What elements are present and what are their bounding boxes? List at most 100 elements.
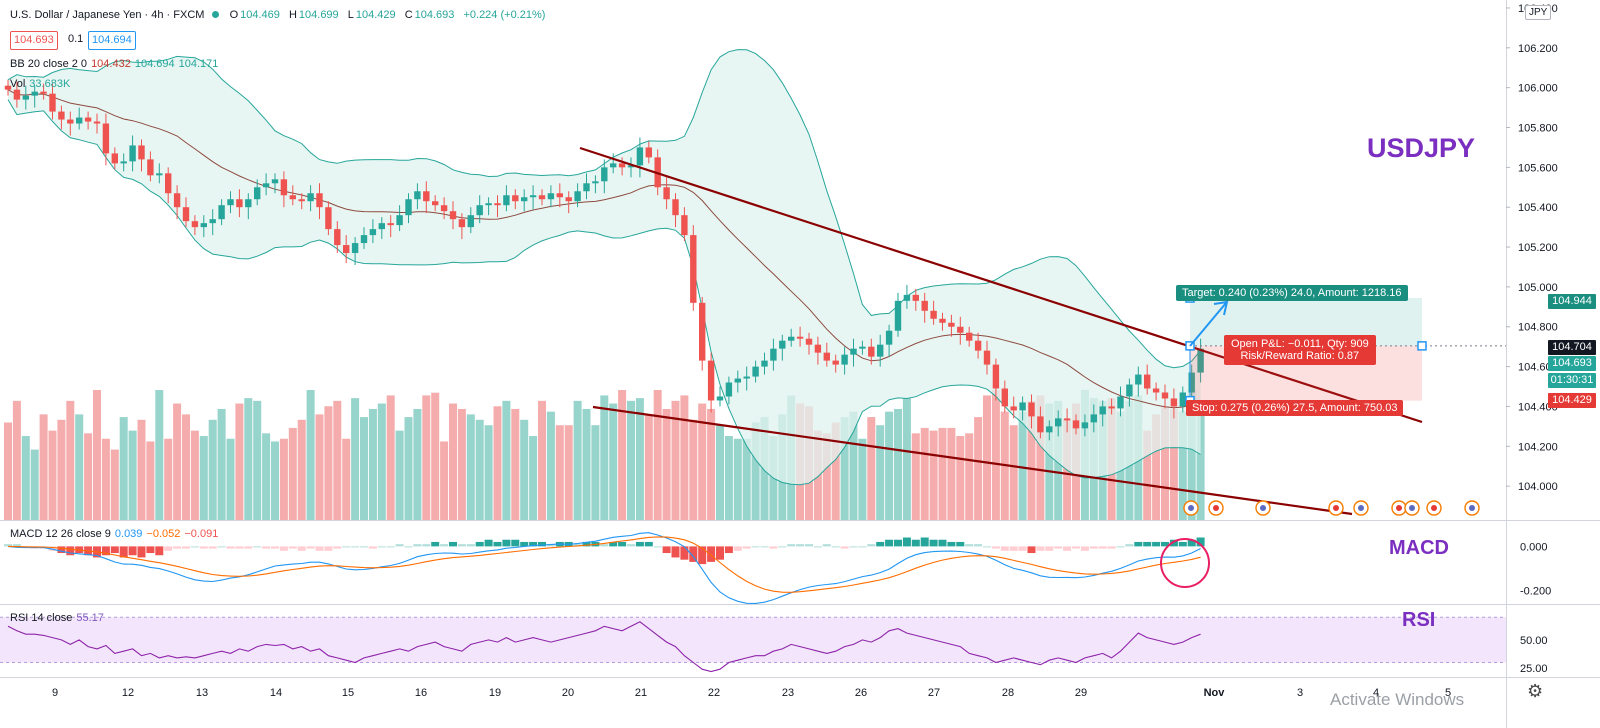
candle-body bbox=[903, 294, 911, 301]
risk-reward-text: Risk/Reward Ratio: 0.87 bbox=[1240, 350, 1360, 362]
candle-body bbox=[868, 346, 875, 357]
volume-bar bbox=[840, 417, 849, 520]
volume-bar bbox=[894, 408, 902, 520]
y-tick-label: 106.200 bbox=[1518, 43, 1558, 55]
volume-bar bbox=[404, 417, 413, 520]
volume-bar bbox=[867, 417, 876, 520]
macd-histogram-bar bbox=[1080, 546, 1089, 551]
volume-bar bbox=[920, 427, 929, 520]
macd-histogram-bar bbox=[279, 546, 288, 551]
volume-bar bbox=[653, 390, 662, 520]
x-tick-label: 29 bbox=[1075, 687, 1087, 699]
candle-body bbox=[779, 340, 786, 349]
macd-histogram-bar bbox=[351, 546, 360, 548]
candle-body bbox=[111, 153, 118, 164]
macd-histogram-bar bbox=[199, 546, 208, 549]
volume-bar bbox=[360, 417, 368, 520]
volume-bar bbox=[39, 414, 48, 520]
currency-label[interactable]: JPY bbox=[1525, 5, 1552, 20]
candle-body bbox=[280, 179, 288, 196]
volume-bar bbox=[244, 398, 253, 520]
volume-bar bbox=[395, 430, 404, 520]
volume-bar bbox=[689, 419, 698, 520]
rsi-legend[interactable]: RSI 14 close 55.17 bbox=[10, 612, 104, 624]
macd-histogram-bar bbox=[386, 546, 395, 548]
candle-body bbox=[1179, 392, 1186, 407]
volume-bar bbox=[849, 411, 858, 520]
volume-bar bbox=[546, 411, 555, 520]
symbol-title[interactable]: U.S. Dollar / Japanese Yen · 4h · FXCM bbox=[10, 9, 205, 21]
candle-body bbox=[841, 354, 848, 365]
volume-bar bbox=[724, 436, 733, 520]
volume-bar bbox=[377, 403, 386, 520]
event-flag-icon bbox=[1213, 505, 1219, 511]
macd-histogram-bar bbox=[627, 544, 635, 547]
volume-bar bbox=[217, 408, 226, 520]
market-open-icon bbox=[211, 11, 219, 18]
candle-body bbox=[396, 215, 403, 226]
volume-bar bbox=[742, 438, 751, 520]
volume-bar bbox=[75, 414, 84, 520]
macd-histogram-bar bbox=[867, 544, 876, 547]
buy-price-button[interactable]: 104.694 bbox=[88, 31, 136, 50]
sell-price-button[interactable]: 104.693 bbox=[10, 31, 58, 50]
volume-bar bbox=[466, 414, 475, 520]
bb-legend[interactable]: BB 20 close 2 0 104.432 104.694 104.171 bbox=[10, 58, 219, 70]
macd-legend[interactable]: MACD 12 26 close 9 0.039 −0.052 −0.091 bbox=[10, 528, 219, 540]
bb-fill bbox=[8, 49, 1201, 485]
candle-body bbox=[120, 161, 127, 164]
candle-body bbox=[173, 193, 181, 208]
macd-histogram-bar bbox=[342, 546, 351, 548]
volume-bar bbox=[538, 400, 546, 520]
event-flag-icon bbox=[1358, 505, 1364, 511]
volume-legend[interactable]: Vol 33.683K bbox=[10, 78, 71, 90]
ohlc-low: 104.429 bbox=[355, 9, 396, 21]
volume-bar bbox=[1178, 411, 1187, 520]
resistance-trendline bbox=[579, 146, 1423, 424]
candle-body bbox=[707, 360, 715, 401]
candle-body bbox=[850, 348, 857, 355]
macd-histogram-bar bbox=[635, 541, 644, 547]
candle-body bbox=[93, 121, 101, 124]
macd-histogram-bar bbox=[822, 544, 831, 547]
x-tick-label: 4 bbox=[1373, 687, 1379, 699]
target-label[interactable]: Target: 0.240 (0.23%) 24.0, Amount: 1218… bbox=[1176, 285, 1408, 301]
volume-bar bbox=[351, 398, 360, 520]
macd-histogram-bar bbox=[475, 541, 484, 547]
macd-histogram-bar bbox=[894, 539, 902, 547]
macd-histogram-bar bbox=[1018, 546, 1027, 551]
open-pl-label[interactable]: Open P&L: −0.011, Qty: 909 Risk/Reward R… bbox=[1224, 335, 1376, 365]
macd-histogram-bar bbox=[618, 541, 627, 547]
x-tick-label: 16 bbox=[415, 687, 427, 699]
volume-bar bbox=[449, 403, 457, 520]
macd-histogram-bar bbox=[422, 544, 431, 547]
y-tick-label: 104.200 bbox=[1518, 441, 1558, 453]
macd-histogram-bar bbox=[662, 546, 671, 554]
candle-body bbox=[939, 318, 946, 323]
volume-bar bbox=[155, 390, 164, 520]
volume-bar bbox=[858, 438, 867, 520]
candle-body bbox=[1028, 402, 1035, 417]
volume-bar bbox=[707, 408, 716, 520]
candle-body bbox=[663, 187, 670, 200]
stop-label[interactable]: Stop: 0.275 (0.26%) 27.5, Amount: 750.03 bbox=[1186, 400, 1404, 416]
macd-histogram-bar bbox=[1125, 544, 1134, 547]
volume-bar bbox=[137, 419, 146, 520]
macd-histogram-bar bbox=[1143, 541, 1152, 547]
gear-icon[interactable]: ⚙ bbox=[1527, 681, 1544, 701]
volume-bar bbox=[1018, 411, 1027, 520]
candle-body bbox=[556, 193, 563, 198]
y-tick-label: 104.000 bbox=[1518, 481, 1558, 493]
y-tick-label: 105.600 bbox=[1518, 162, 1558, 174]
volume-bar bbox=[493, 406, 502, 520]
macd-histogram-bar bbox=[546, 544, 555, 547]
candle-body bbox=[369, 229, 377, 236]
macd-histogram-bar bbox=[769, 546, 778, 549]
macd-histogram-bar bbox=[876, 541, 885, 547]
volume-bar bbox=[644, 414, 653, 520]
candle-body bbox=[316, 193, 323, 208]
volume-bar bbox=[190, 430, 199, 520]
volume-bar bbox=[1152, 414, 1161, 520]
macd-histogram-bar bbox=[466, 544, 475, 547]
